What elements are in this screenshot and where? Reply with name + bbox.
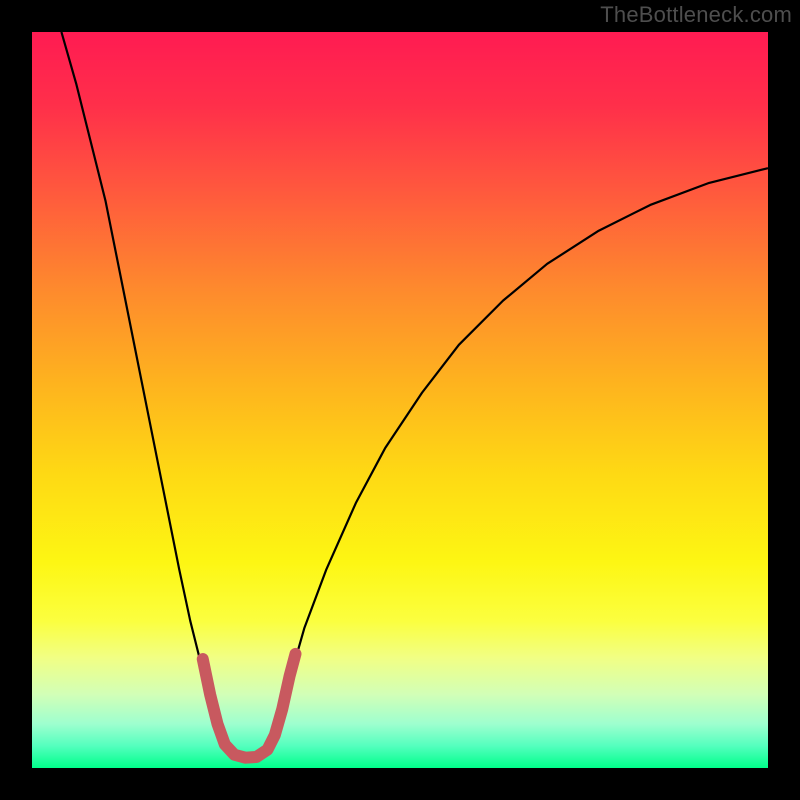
plot-background <box>32 32 768 768</box>
watermark-text: TheBottleneck.com <box>600 2 792 28</box>
bottleneck-chart <box>0 0 800 800</box>
figure-container: TheBottleneck.com <box>0 0 800 800</box>
